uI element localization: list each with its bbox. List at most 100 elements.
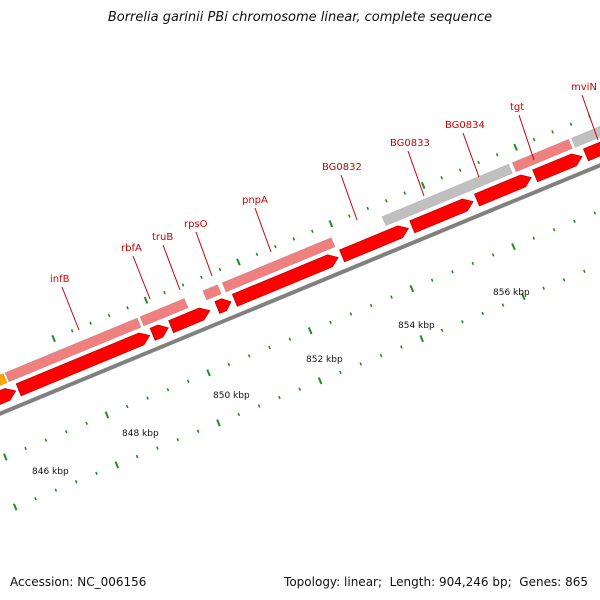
accession-label: Accession:: [10, 575, 74, 589]
tick-mark: [317, 377, 323, 385]
cds-arrow: [214, 298, 232, 314]
scale-label: 852 kbp: [306, 355, 343, 365]
tick-mark: [85, 421, 88, 426]
tick-mark: [64, 430, 68, 434]
tick-mark: [511, 242, 516, 251]
gene-label: pnpA: [242, 195, 268, 206]
cds-arrow: [409, 198, 474, 234]
gene-label: truB: [152, 232, 173, 243]
cds-arrow: [339, 225, 409, 263]
tick-mark: [328, 220, 334, 228]
gene-feature: [221, 237, 336, 293]
tick-mark: [135, 454, 139, 459]
gene-label: rbfA: [121, 243, 142, 254]
cds-arrow: [583, 141, 600, 162]
tick-mark: [513, 143, 518, 151]
tick-mark: [292, 237, 296, 241]
leader-line: [162, 244, 181, 291]
gene-label: mviN: [571, 82, 597, 93]
tick-mark: [206, 369, 211, 377]
tick-mark: [481, 311, 485, 316]
tick-mark: [200, 275, 203, 279]
tick-mark: [288, 337, 292, 341]
cds-arrow: [0, 388, 17, 405]
feature-tracks: [0, 125, 600, 405]
map-title: Borrelia garinii PBi chromosome linear, …: [107, 10, 493, 25]
scale-label: 856 kbp: [493, 288, 530, 298]
gene-feature: [202, 284, 222, 301]
tick-mark: [311, 229, 314, 234]
cds-arrow: [532, 153, 583, 183]
gene-label: rpsO: [184, 219, 208, 230]
tick-mark: [70, 329, 74, 333]
tick-mark: [369, 303, 373, 308]
sequence-summary: Topology: linear; Length: 904,246 bp; Ge…: [284, 575, 588, 589]
leader-line: [340, 174, 358, 221]
scale-label: 846 kbp: [32, 467, 69, 477]
tick-mark: [409, 285, 415, 293]
tick-mark: [359, 362, 363, 366]
tick-mark: [104, 411, 110, 419]
tick-mark: [255, 252, 259, 256]
leader-line: [462, 132, 480, 178]
gene-feature: [139, 298, 189, 327]
gene-label: BG0832: [322, 162, 362, 173]
tick-mark: [573, 219, 576, 224]
gene-label: tgt: [510, 102, 524, 113]
tick-mark: [51, 334, 56, 343]
tick-mark: [569, 122, 573, 126]
tick-mark: [339, 370, 342, 375]
tick-mark: [307, 327, 313, 335]
tick-mark: [181, 283, 185, 287]
topology-value: linear: [344, 575, 378, 589]
cds-arrow: [231, 254, 339, 307]
tick-mark: [451, 270, 454, 274]
accession-value: NC_006156: [77, 575, 147, 589]
tick-mark: [440, 176, 444, 180]
tick-mark: [551, 130, 554, 134]
tick-mark: [298, 387, 302, 391]
tick-mark: [366, 206, 370, 211]
tick-mark: [34, 496, 37, 501]
topology-label: Topology:: [284, 575, 341, 589]
gene-feature: [511, 138, 573, 173]
tick-mark: [458, 168, 462, 172]
tick-mark: [257, 404, 261, 408]
tick-mark: [419, 335, 424, 343]
tick-mark: [12, 503, 18, 511]
leader-line: [195, 231, 213, 277]
cds-arrow: [168, 307, 211, 334]
scale-label: 850 kbp: [213, 391, 250, 401]
leader-line: [407, 150, 425, 197]
tick-mark: [274, 244, 277, 249]
tick-mark: [114, 461, 120, 469]
tick-mark: [74, 480, 78, 484]
tick-mark: [477, 160, 480, 165]
genes-value: 865: [565, 575, 588, 589]
tick-mark: [163, 290, 166, 295]
tick-mark: [495, 153, 499, 157]
leader-line: [518, 114, 535, 161]
tick-mark: [521, 292, 526, 301]
tick-mark: [400, 345, 403, 349]
tick-mark: [278, 395, 281, 400]
gene-label: infB: [50, 274, 70, 285]
tick-mark: [347, 214, 351, 218]
genes-label: Genes:: [519, 575, 562, 589]
gene-labels: infB rbfA truB rpsO pnpA BG0832 BG0833 BG0834 tg…: [50, 82, 599, 331]
gene-feature: [4, 317, 142, 383]
tick-mark: [166, 387, 170, 392]
tick-mark: [268, 345, 271, 350]
tick-mark: [3, 453, 8, 461]
tick-mark: [440, 328, 444, 332]
leader-line: [132, 255, 151, 300]
tick-mark: [236, 258, 241, 266]
tick-mark: [156, 446, 159, 450]
tick-mark: [227, 362, 231, 367]
tick-mark: [403, 191, 407, 195]
tick-mark: [216, 419, 221, 427]
tick-mark: [562, 278, 566, 282]
tick-mark: [532, 137, 536, 142]
cds-arrow: [15, 332, 151, 397]
